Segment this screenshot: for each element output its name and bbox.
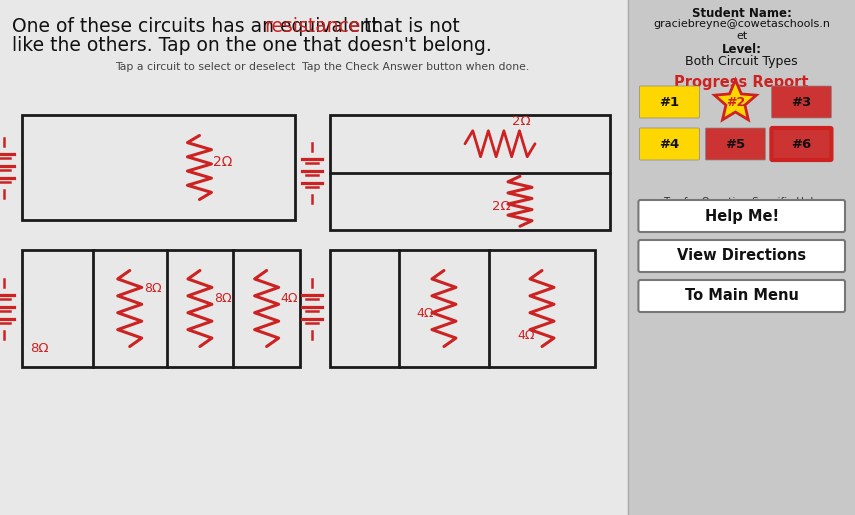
Bar (22, 115, 295, 220)
Text: View Directions: View Directions (677, 249, 806, 264)
Text: Level:: Level: (722, 43, 762, 56)
Text: resistance: resistance (264, 17, 360, 36)
Text: 8Ω: 8Ω (30, 342, 49, 355)
Bar (628, 0, 855, 515)
Bar (0, 0, 628, 515)
Text: 4Ω: 4Ω (416, 307, 433, 320)
FancyBboxPatch shape (640, 128, 699, 160)
Text: Both Circuit Types: Both Circuit Types (686, 55, 798, 68)
Text: 4Ω: 4Ω (517, 329, 534, 342)
Text: Help Me!: Help Me! (705, 209, 779, 224)
FancyBboxPatch shape (705, 128, 765, 160)
Text: #2: #2 (726, 95, 745, 109)
Text: #4: #4 (659, 138, 680, 150)
Text: #6: #6 (791, 138, 811, 150)
Bar (330, 250, 595, 367)
Text: that is not: that is not (358, 17, 460, 36)
Text: Progress Report: Progress Report (675, 75, 809, 90)
Text: Student Name:: Student Name: (692, 7, 792, 20)
Text: #5: #5 (725, 138, 746, 150)
FancyBboxPatch shape (771, 128, 831, 160)
Text: 2Ω: 2Ω (512, 115, 531, 128)
Text: Tap a circuit to select or deselect  Tap the Check Answer button when done.: Tap a circuit to select or deselect Tap … (115, 62, 529, 72)
Text: 4Ω: 4Ω (280, 292, 298, 305)
Polygon shape (715, 80, 757, 120)
FancyBboxPatch shape (639, 240, 845, 272)
Text: To Main Menu: To Main Menu (685, 288, 799, 303)
Text: like the others. Tap on the one that doesn't belong.: like the others. Tap on the one that doe… (12, 36, 492, 55)
Text: One of these circuits has an equivalent: One of these circuits has an equivalent (12, 17, 385, 36)
Bar (330, 115, 610, 230)
FancyBboxPatch shape (639, 280, 845, 312)
Text: 8Ω: 8Ω (144, 282, 162, 295)
Text: 8Ω: 8Ω (214, 292, 232, 305)
FancyBboxPatch shape (640, 86, 699, 118)
Text: #1: #1 (659, 95, 680, 109)
Text: graciebreyne@cowetaschools.n: graciebreyne@cowetaschools.n (653, 19, 830, 29)
FancyBboxPatch shape (771, 86, 831, 118)
Text: #3: #3 (791, 95, 811, 109)
FancyBboxPatch shape (639, 200, 845, 232)
Text: 2Ω: 2Ω (214, 156, 233, 169)
Text: Tap for Question-Specific Help: Tap for Question-Specific Help (663, 197, 820, 207)
Text: 2Ω: 2Ω (492, 200, 510, 213)
Bar (22, 250, 300, 367)
Text: et: et (736, 31, 747, 41)
